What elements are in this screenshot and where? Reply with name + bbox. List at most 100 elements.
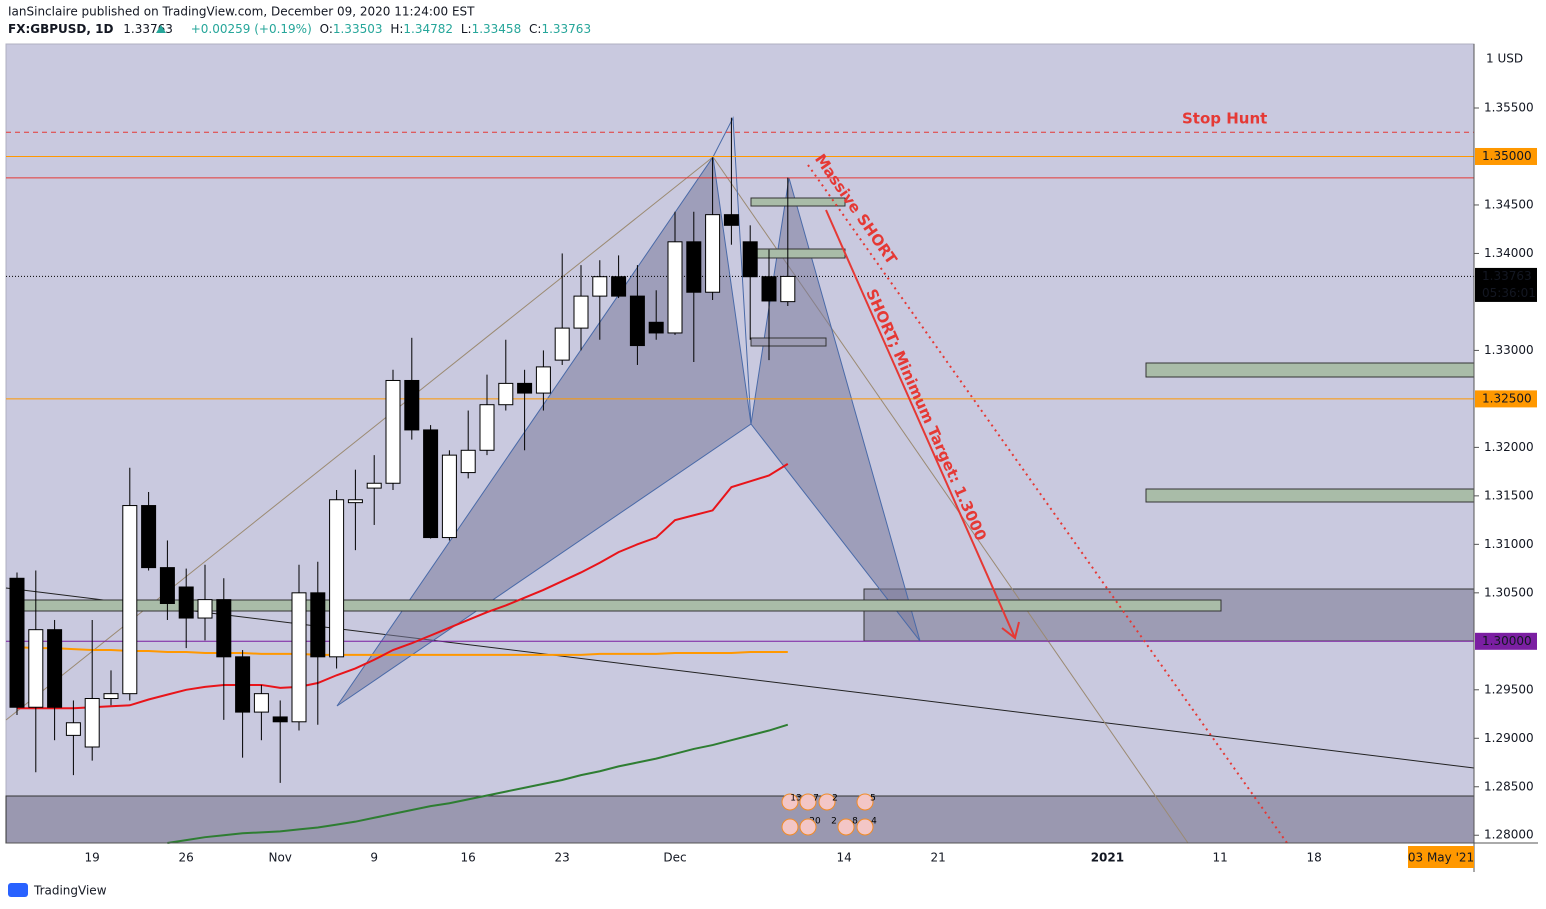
candle-body (9, 577, 25, 708)
ohlc-key: H: (390, 22, 403, 36)
ohlc-key: O: (320, 22, 333, 36)
plot-area: Stop Hunt Massive SHORT SHORT; Minimum T… (5, 43, 1475, 844)
annotation: Stop Hunt (1182, 110, 1267, 128)
level-label-bg (1475, 632, 1537, 650)
ohlc-value: 1.33458 (472, 22, 522, 36)
candle-body (686, 241, 702, 293)
y-tick-label: 1.29500 (1484, 682, 1534, 696)
level-label: 1.32500 (1482, 391, 1532, 405)
arrow-dotted (807, 164, 1288, 844)
y-tick-label: 1.29000 (1484, 731, 1534, 745)
x-tick-label: 16 (461, 851, 476, 865)
x-tick-label: 18 (1307, 851, 1322, 865)
candle-body (159, 567, 175, 604)
level-label-bg (1475, 390, 1537, 408)
candle-body (761, 276, 777, 302)
change: +0.00259 (+0.19%) (191, 22, 312, 36)
level-label: 1.30000 (1482, 634, 1532, 648)
candle-body (780, 275, 796, 303)
ohlc-key: L: (461, 22, 472, 36)
y-tick-label: 1.31000 (1484, 537, 1534, 551)
event-count: 2 (832, 794, 838, 804)
time-label: 03 May '21 (1408, 851, 1474, 865)
moving-average (17, 463, 789, 710)
x-tick-label: Nov (268, 851, 291, 865)
ohlc-value: 1.33503 (333, 22, 383, 36)
x-tick-label: 21 (931, 851, 946, 865)
candle-body (554, 327, 570, 361)
candle-body (272, 716, 288, 723)
zone (750, 248, 846, 259)
event-count: 20 (809, 817, 821, 827)
x-tick-label: 23 (555, 851, 570, 865)
brand: TradingView (33, 884, 107, 898)
candle-body (611, 276, 627, 297)
candle-body (216, 599, 232, 658)
y-tick-label: 1.30500 (1484, 585, 1534, 599)
ohlc-value: 1.34782 (403, 22, 453, 36)
candle-body (291, 592, 307, 723)
logo (8, 883, 28, 897)
level-label: 1.35000 (1482, 149, 1532, 163)
candle-body (460, 449, 476, 474)
x-tick-label: 11 (1213, 851, 1228, 865)
author-line: IanSinclaire published on TradingView.co… (8, 5, 475, 19)
candle-body (723, 214, 739, 226)
plot-bg (5, 43, 1475, 844)
candle-body (629, 295, 645, 347)
candle-body (667, 241, 683, 334)
time-label-bg (1408, 846, 1474, 868)
candle-body (385, 379, 401, 484)
event-count: 7 (813, 794, 819, 804)
event-count: 13 (790, 794, 801, 804)
moving-average (16, 646, 788, 656)
y-tick-label: 1.34000 (1484, 246, 1534, 260)
candle-body (122, 505, 138, 695)
trend-line (5, 587, 1475, 769)
ohlc-key: C: (529, 22, 541, 36)
candle-body (535, 366, 551, 394)
candle-body (441, 454, 457, 539)
candle-body (423, 429, 439, 539)
arrow (825, 209, 1016, 639)
y-tick-label: 1.34500 (1484, 197, 1534, 211)
candle-body (329, 499, 345, 658)
zone (750, 337, 827, 347)
candle-body (573, 295, 589, 329)
level-label-bg (1475, 147, 1537, 165)
y-tick-label: 1.35500 (1484, 100, 1534, 114)
up-arrow (156, 25, 166, 33)
x-tick-label: 2021 (1091, 851, 1124, 865)
x-tick-label: 14 (837, 851, 852, 865)
candle-body (592, 276, 608, 297)
y-tick-label: 1.33000 (1484, 343, 1534, 357)
candle-body (178, 586, 194, 619)
x-tick-label: 19 (85, 851, 100, 865)
candle-body (235, 656, 251, 713)
candle-body (253, 693, 269, 713)
candle-body (498, 382, 514, 406)
countdown: 05:36:01 (1482, 286, 1536, 300)
candle-body (84, 698, 100, 748)
level-label: 1.33763 (1482, 269, 1532, 283)
level-label-bg (1475, 267, 1537, 302)
x-tick-label: 9 (370, 851, 378, 865)
candle-body (197, 599, 213, 619)
pattern-line (712, 116, 752, 425)
arrow-head (1001, 621, 1020, 640)
symbol-line: FX:GBPUSD, 1D 1.33763 +0.00259 (+0.19%) … (8, 22, 591, 36)
candle-body (517, 382, 533, 394)
y-tick-label: 1.28000 (1484, 828, 1534, 842)
candle-body (65, 722, 81, 736)
event-count: 8 (852, 817, 858, 827)
zone (863, 588, 1475, 642)
price: 1.33763 (123, 22, 173, 36)
candle-body (103, 693, 119, 700)
x-tick-label: Dec (663, 851, 686, 865)
zone (1145, 362, 1475, 378)
currency: 1 USD (1486, 52, 1523, 66)
y-tick-label: 1.28500 (1484, 779, 1534, 793)
zone (750, 197, 846, 207)
symbol: FX:GBPUSD, 1D (8, 22, 113, 36)
